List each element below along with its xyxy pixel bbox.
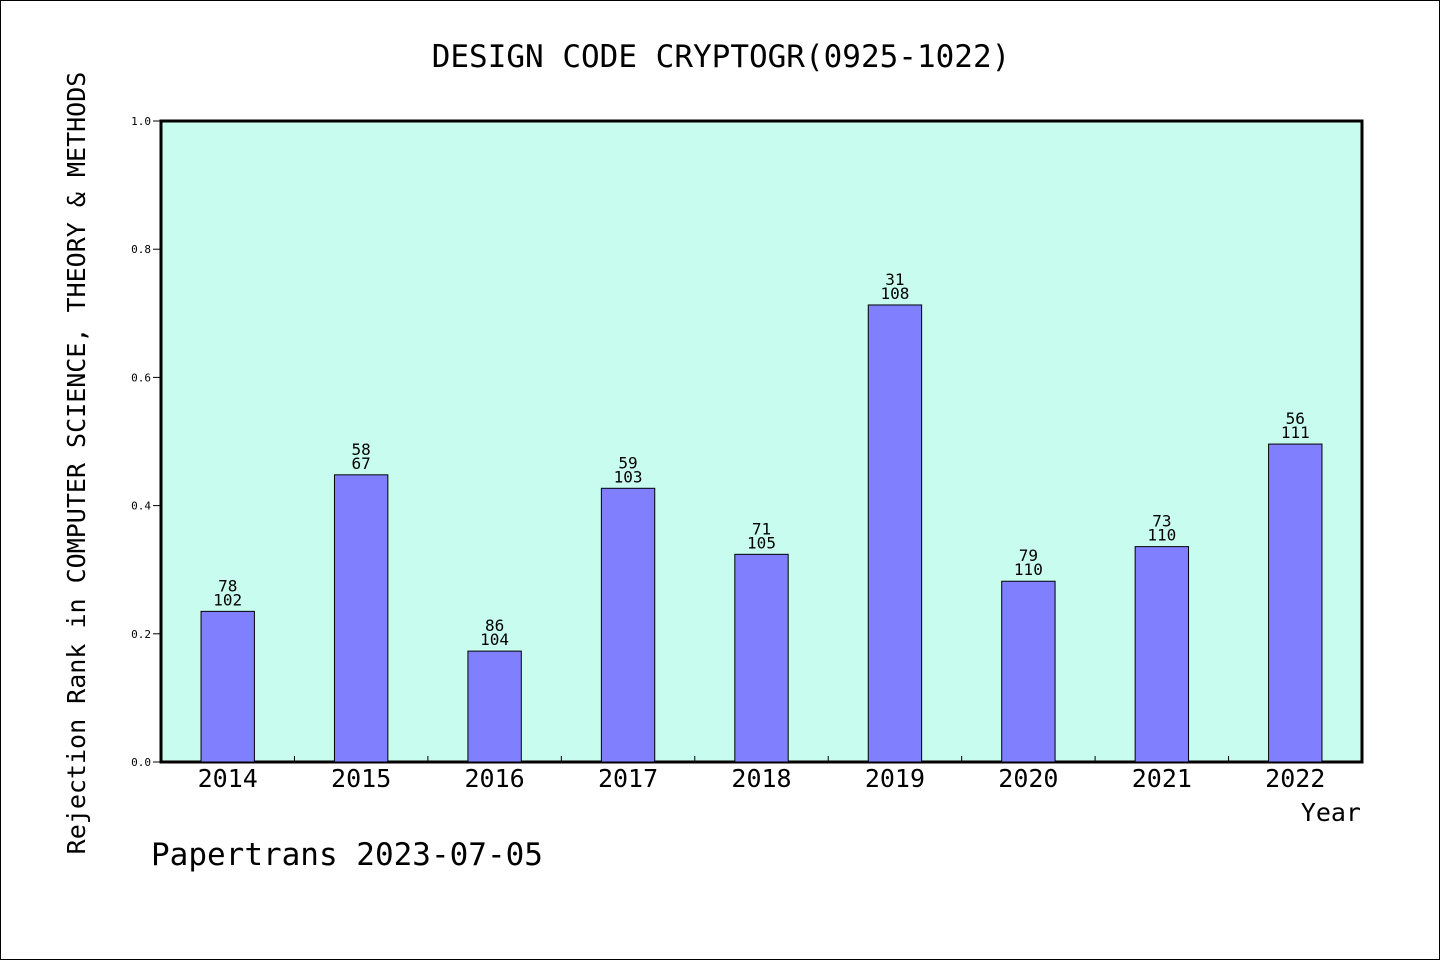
bar-2014 xyxy=(200,610,255,763)
x-tick-label: 2017 xyxy=(598,764,658,793)
y-tick-label: 1.0 xyxy=(131,115,151,128)
bar-2018 xyxy=(734,553,789,763)
bar-rank-label: 73 xyxy=(1152,512,1171,531)
x-tick-label: 2016 xyxy=(465,764,525,793)
bar-rank-label: 56 xyxy=(1286,409,1305,428)
x-tick-label: 2018 xyxy=(731,764,791,793)
bar-total-label: 105 xyxy=(747,533,776,552)
bar-2016 xyxy=(467,650,522,763)
x-tick-label: 2019 xyxy=(865,764,925,793)
bar-total-label: 108 xyxy=(880,284,909,303)
footer-credit: Papertrans 2023-07-05 xyxy=(151,837,543,873)
bar-rank-label: 86 xyxy=(485,616,504,635)
bar-total-label: 102 xyxy=(213,590,242,609)
bar-rank-label: 59 xyxy=(618,453,637,472)
y-tick-label: 0.6 xyxy=(131,371,151,384)
bar-series: 7810258678610459103711053110879110731105… xyxy=(200,270,1323,763)
bar-2021 xyxy=(1134,546,1190,763)
bar-total-label: 110 xyxy=(1014,560,1043,579)
x-tick-label: 2020 xyxy=(998,764,1058,793)
bar-rank-label: 58 xyxy=(352,440,371,459)
bar-2022 xyxy=(1268,443,1323,763)
bar-2019 xyxy=(867,304,923,763)
y-tick-label: 0.0 xyxy=(131,756,151,769)
x-tick-label: 2021 xyxy=(1132,764,1192,793)
bar-total-label: 111 xyxy=(1281,423,1310,442)
y-axis-label: Rejection Rank in COMPUTER SCIENCE, THEO… xyxy=(62,72,91,855)
y-tick-label: 0.4 xyxy=(131,500,151,513)
x-tick-label: 2022 xyxy=(1265,764,1325,793)
bar-total-label: 110 xyxy=(1147,526,1176,545)
bar-total-label: 67 xyxy=(352,454,371,473)
bar-rank-label: 31 xyxy=(885,270,904,289)
x-tick-label: 2014 xyxy=(198,764,258,793)
bar-total-label: 104 xyxy=(480,630,509,649)
x-axis-label: Year xyxy=(1301,798,1361,827)
y-tick-label: 0.8 xyxy=(131,243,151,256)
y-axis: 0.0 0.2 0.4 0.6 0.8 1.0 xyxy=(131,115,161,769)
chart-title: DESIGN CODE CRYPTOGR(0925-1022) xyxy=(432,39,1011,75)
bar-rank-label: 71 xyxy=(752,519,771,538)
y-tick-label: 0.2 xyxy=(131,628,151,641)
x-axis: 2014 2015 2016 2017 2018 2019 2020 2021 2022 xyxy=(198,756,1325,793)
bar-rank-label: 78 xyxy=(218,576,237,595)
bar-2017 xyxy=(600,487,656,763)
bar-2015 xyxy=(333,474,389,763)
bar-rank-label: 79 xyxy=(1019,546,1038,565)
bar-total-label: 103 xyxy=(614,467,643,486)
bar-2020 xyxy=(1001,580,1056,763)
x-tick-label: 2015 xyxy=(331,764,391,793)
